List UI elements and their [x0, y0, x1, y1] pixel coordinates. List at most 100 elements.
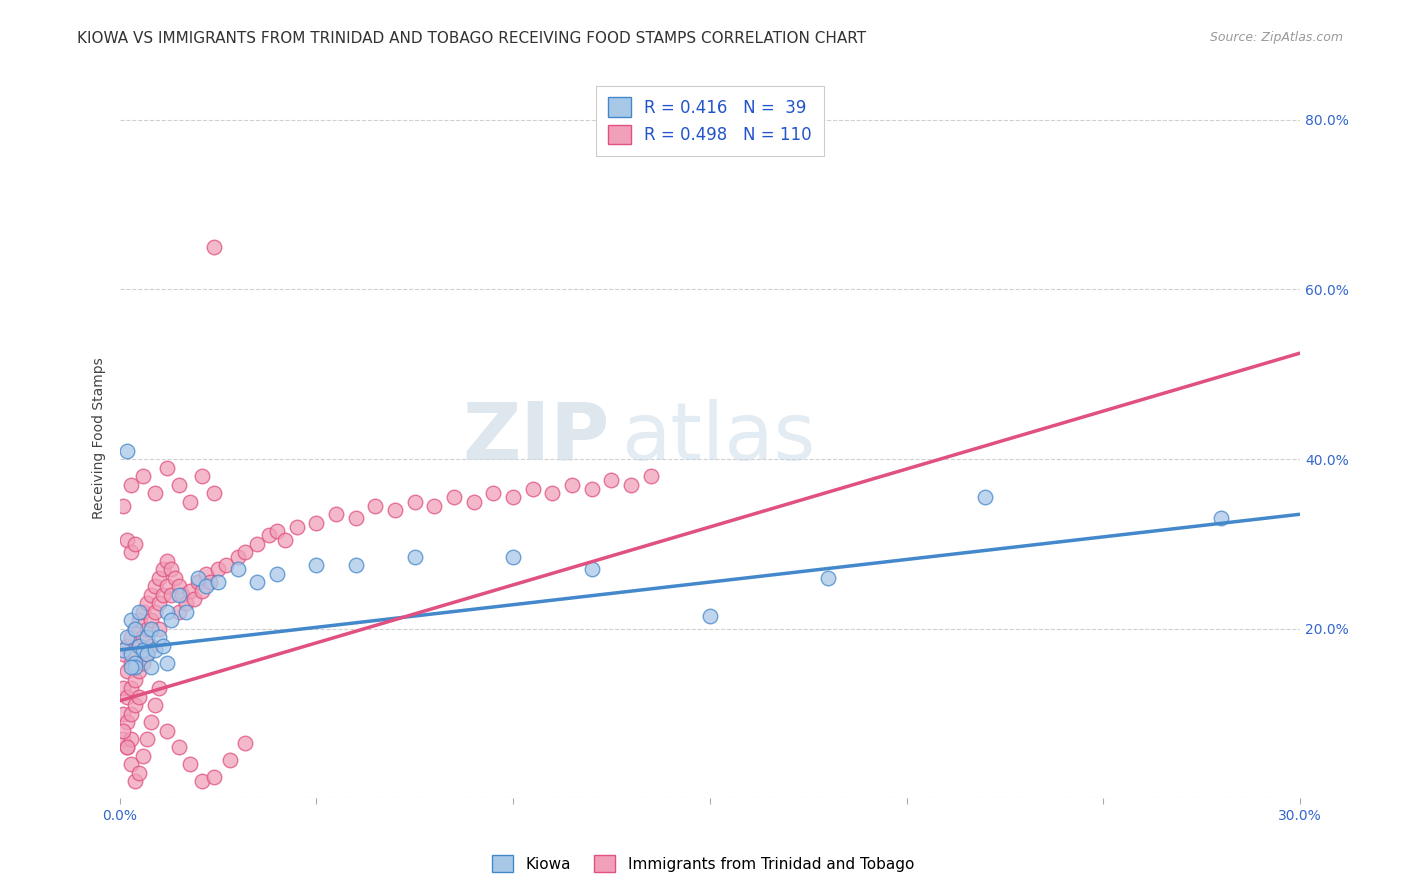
Point [202, 240, 225, 254]
Point [136, 622, 159, 636]
Point [132, 630, 155, 644]
Point [364, 499, 387, 513]
Point [266, 524, 288, 539]
Point [215, 558, 238, 573]
Point [305, 516, 328, 530]
Point [226, 549, 249, 564]
Point [148, 622, 170, 636]
Point [132, 748, 155, 763]
Point [235, 545, 257, 559]
Point [167, 740, 190, 755]
Point [266, 566, 288, 581]
Point [124, 660, 146, 674]
Point [132, 469, 155, 483]
Point [112, 643, 135, 657]
Point [143, 698, 166, 712]
Point [176, 605, 198, 619]
Point [120, 647, 142, 661]
Point [128, 766, 150, 780]
Point [179, 583, 201, 598]
Point [117, 714, 139, 729]
Point [600, 473, 623, 487]
Point [179, 494, 201, 508]
Point [143, 486, 166, 500]
Point [143, 605, 166, 619]
Point [128, 613, 150, 627]
Point [974, 490, 997, 504]
Point [120, 613, 142, 627]
Point [163, 571, 186, 585]
Point [246, 537, 269, 551]
Point [139, 639, 162, 653]
Point [482, 486, 505, 500]
Point [148, 571, 170, 585]
Point [117, 639, 139, 653]
Point [112, 731, 135, 746]
Point [139, 714, 162, 729]
Point [128, 605, 150, 619]
Point [423, 499, 446, 513]
Point [124, 647, 146, 661]
Point [112, 723, 135, 738]
Point [139, 588, 162, 602]
Point [167, 579, 190, 593]
Point [143, 643, 166, 657]
Point [640, 469, 662, 483]
Point [207, 575, 229, 590]
Point [581, 562, 603, 576]
Point [148, 681, 170, 695]
Point [124, 698, 146, 712]
Point [124, 656, 146, 670]
Point [124, 622, 146, 636]
Point [235, 736, 257, 750]
Point [120, 757, 142, 772]
Point [463, 494, 485, 508]
Point [143, 579, 166, 593]
Point [187, 575, 209, 590]
Point [159, 613, 181, 627]
Point [112, 647, 135, 661]
Text: KIOWA VS IMMIGRANTS FROM TRINIDAD AND TOBAGO RECEIVING FOOD STAMPS CORRELATION C: KIOWA VS IMMIGRANTS FROM TRINIDAD AND TO… [77, 31, 866, 46]
Point [1211, 511, 1233, 525]
Point [136, 647, 159, 661]
Point [148, 630, 170, 644]
Point [139, 613, 162, 627]
Point [384, 503, 406, 517]
Point [136, 647, 159, 661]
Point [132, 605, 155, 619]
Point [195, 579, 218, 593]
Point [124, 673, 146, 687]
Point [120, 706, 142, 721]
Point [120, 681, 142, 695]
Point [136, 731, 159, 746]
Point [522, 482, 544, 496]
Point [156, 723, 179, 738]
Point [191, 774, 214, 789]
Point [120, 656, 142, 670]
Point [198, 575, 221, 590]
Point [132, 643, 155, 657]
Point [285, 520, 308, 534]
Point [120, 630, 142, 644]
Point [167, 477, 190, 491]
Point [132, 656, 155, 670]
Point [156, 460, 179, 475]
Point [148, 596, 170, 610]
Point [404, 494, 426, 508]
Point [404, 549, 426, 564]
Point [156, 554, 179, 568]
Point [120, 545, 142, 559]
Point [191, 469, 214, 483]
Y-axis label: Receiving Food Stamps: Receiving Food Stamps [93, 357, 107, 519]
Point [120, 660, 142, 674]
Point [156, 656, 179, 670]
Point [620, 477, 643, 491]
Point [117, 740, 139, 755]
Point [187, 571, 209, 585]
Point [274, 533, 297, 547]
Point [156, 579, 179, 593]
Point [120, 731, 142, 746]
Point [136, 596, 159, 610]
Point [202, 486, 225, 500]
Point [195, 566, 218, 581]
